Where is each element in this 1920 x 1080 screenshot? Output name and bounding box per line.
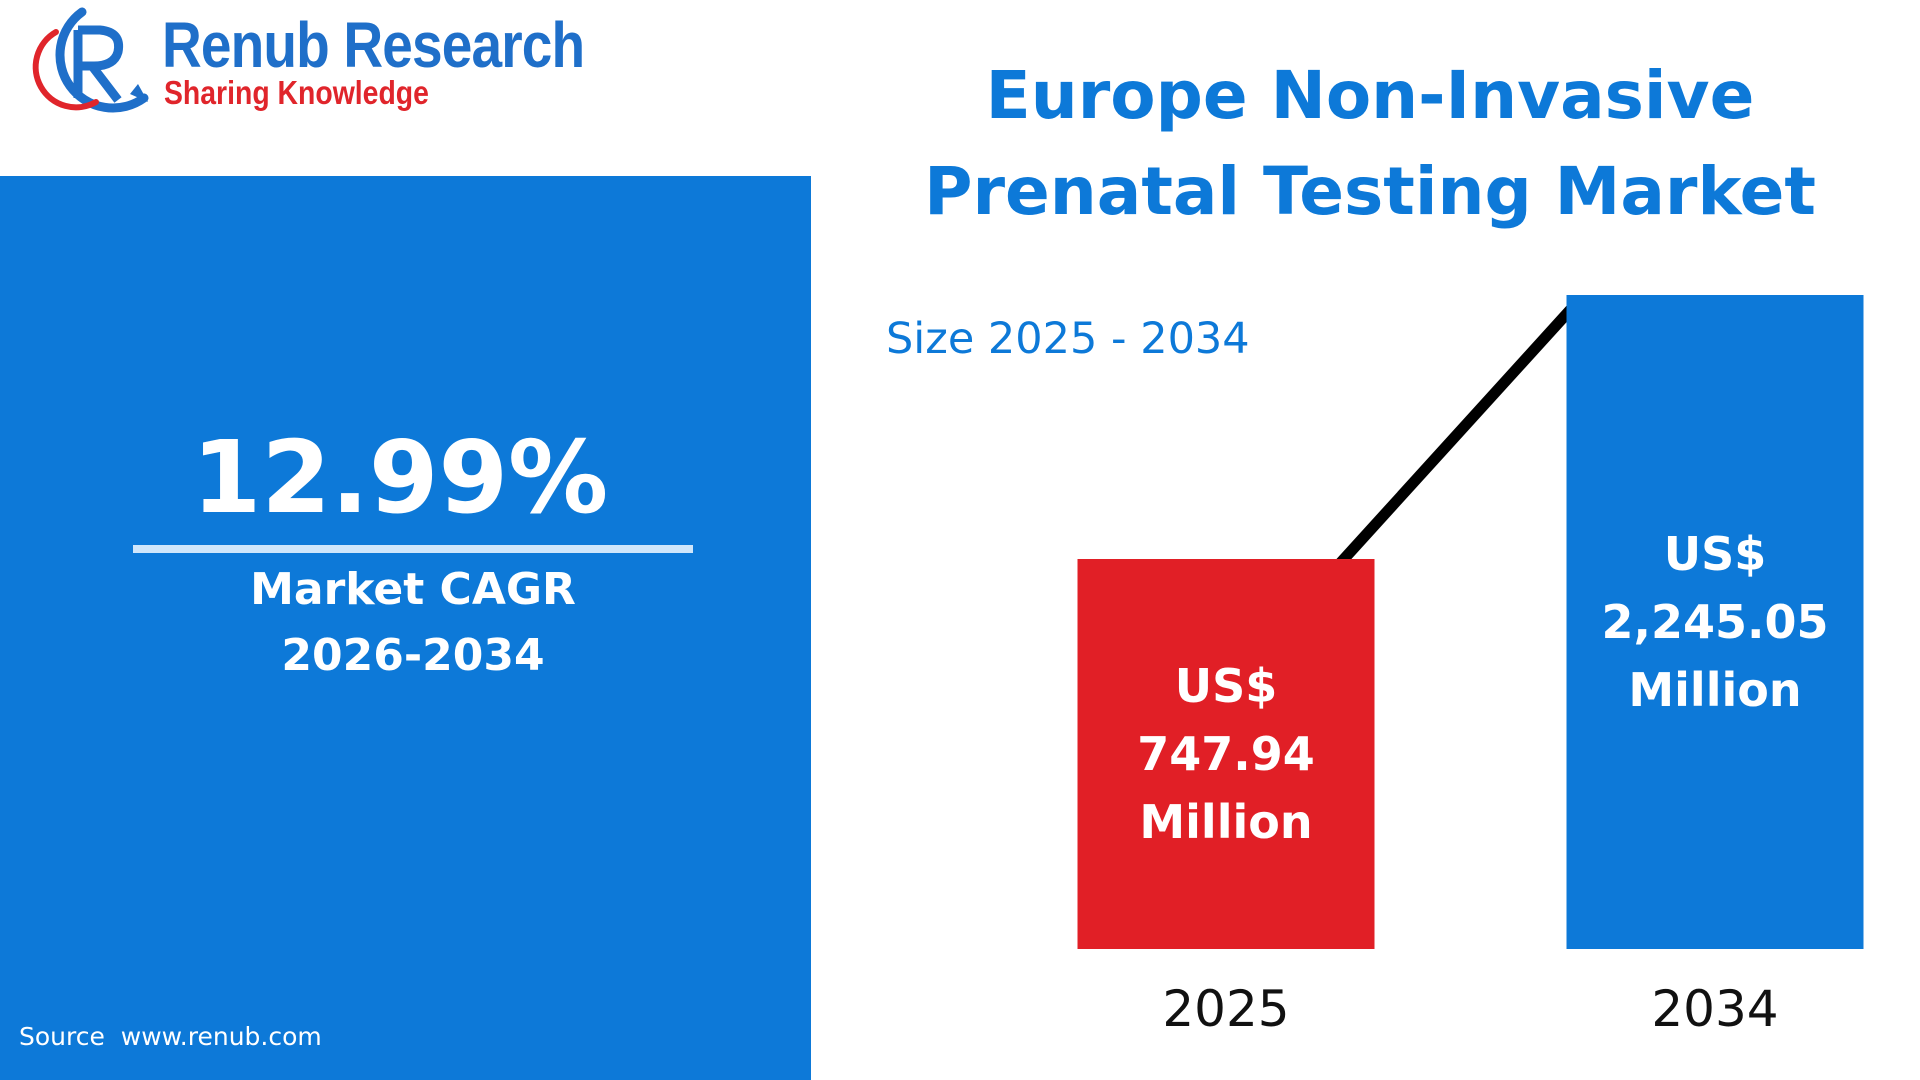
chart-subtitle: Size 2025 - 2034: [886, 314, 1250, 364]
cagr-panel: 12.99% Market CAGR 2026-2034 Source www.…: [0, 176, 811, 1080]
data-label-line: US$: [1175, 659, 1278, 713]
data-label-line: Million: [1628, 663, 1801, 717]
cagr-value: 12.99%: [191, 419, 609, 536]
bars-group: US$ 747.94 Million US$ 2,245.05 Million: [1077, 295, 1864, 949]
data-label-line: 747.94: [1137, 727, 1315, 781]
data-label-2034: US$ 2,245.05 Million: [1602, 527, 1829, 717]
cagr-label: Market CAGR: [250, 564, 576, 615]
x-tick-labels: 2025 2034: [1162, 980, 1778, 1038]
cagr-period: 2026-2034: [281, 630, 545, 681]
data-label-2025: US$ 747.94 Million: [1137, 659, 1315, 849]
data-label-line: Million: [1139, 795, 1312, 849]
brand-name: Renub Research: [162, 9, 585, 81]
trend-line: [1334, 299, 1581, 569]
x-tick-2034: 2034: [1651, 980, 1778, 1038]
cagr-divider: [133, 545, 693, 553]
x-tick-2025: 2025: [1162, 980, 1289, 1038]
source-note: Source www.renub.com: [19, 1022, 322, 1051]
renub-logo: Renub Research Sharing Knowledge: [26, 2, 646, 122]
brand-tagline: Sharing Knowledge: [164, 74, 429, 111]
data-label-line: US$: [1664, 527, 1767, 581]
data-label-line: 2,245.05: [1602, 595, 1829, 649]
bar-2034: [1566, 295, 1864, 949]
chart-title: Europe Non-Invasive Prenatal Testing Mar…: [924, 57, 1816, 230]
renub-logo-icon: [32, 7, 149, 113]
bar-2025: [1077, 559, 1375, 949]
